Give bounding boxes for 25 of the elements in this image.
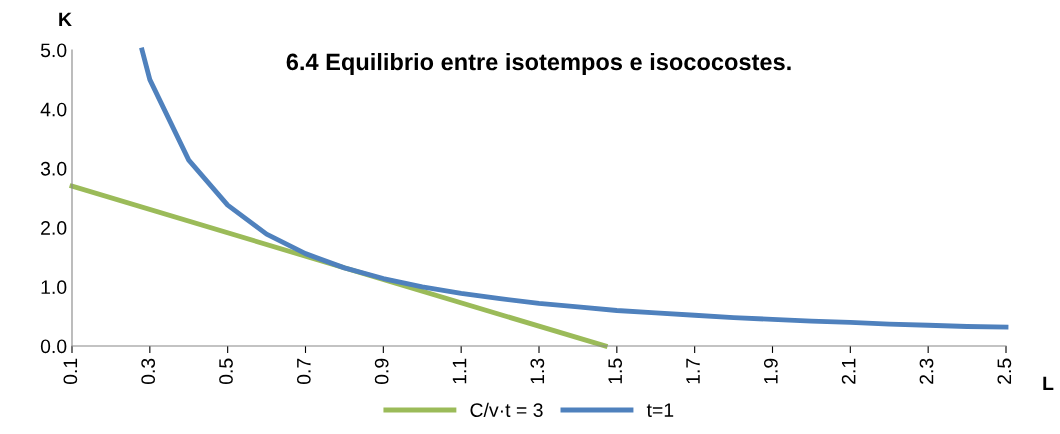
x-tick-label: 0.9 bbox=[374, 358, 389, 385]
x-tick-label: 0.5 bbox=[219, 358, 233, 385]
x-tick-label: 0.3 bbox=[141, 358, 156, 385]
x-tick-label: 2.5 bbox=[997, 358, 1012, 384]
y-tick-label: 1.0 bbox=[41, 280, 67, 295]
y-axis-title: K bbox=[59, 12, 72, 27]
x-tick-label: 0.1 bbox=[63, 358, 78, 385]
x-tick-label: 2.3 bbox=[919, 358, 934, 384]
chart-title: 6.4 Equilibrio entre isotempos e isococostes. bbox=[286, 52, 791, 75]
y-tick-label: 4.0 bbox=[40, 102, 67, 117]
y-tick-label: 0.0 bbox=[40, 339, 67, 354]
legend-label: t=1 bbox=[646, 403, 674, 417]
x-tick-label: 1.3 bbox=[530, 358, 545, 384]
x-tick-label: 2.1 bbox=[841, 358, 856, 384]
y-tick-label: 3.0 bbox=[40, 161, 67, 176]
x-tick-label: 1.9 bbox=[763, 358, 778, 384]
x-tick-label: 1.1 bbox=[452, 358, 467, 384]
line-series bbox=[139, 47, 1009, 330]
x-axis-title: L bbox=[1043, 376, 1054, 391]
y-tick-label: 2.0 bbox=[41, 221, 67, 235]
y-tick-label: 5.0 bbox=[40, 43, 67, 58]
x-tick-label: 1.5 bbox=[608, 358, 623, 384]
x-tick-label: 0.7 bbox=[296, 358, 311, 385]
legend-label: C/v·t = 3 bbox=[470, 402, 543, 417]
x-tick-label: 1.7 bbox=[686, 358, 700, 384]
